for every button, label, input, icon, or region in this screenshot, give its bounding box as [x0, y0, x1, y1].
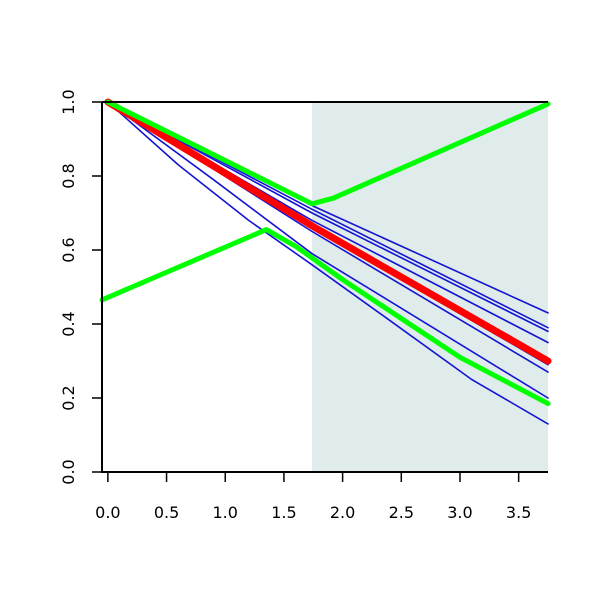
series-line-7 [107, 101, 549, 399]
x-tick-label: 0.0 [95, 503, 120, 522]
y-tick-label: 0.0 [59, 459, 78, 484]
x-tick-label: 3.5 [506, 503, 531, 522]
y-tick-label: 0.6 [59, 237, 78, 262]
x-tick-label: 1.0 [213, 503, 238, 522]
series-line-9 [104, 98, 552, 365]
x-tick-label: 3.0 [447, 503, 472, 522]
y-tick-label: 0.4 [59, 311, 78, 336]
y-axis: 0.0 0.2 0.4 0.6 0.8 1.0 [59, 89, 102, 485]
series-line-3 [107, 101, 549, 333]
series-line-8 [107, 101, 549, 425]
x-axis: 0.0 0.5 1.0 1.5 2.0 2.5 3.0 3.5 [95, 472, 531, 522]
y-tick-label: 0.8 [59, 163, 78, 188]
x-tick-label: 2.0 [330, 503, 355, 522]
series-line-11 [99, 227, 551, 407]
x-tick-label: 2.5 [389, 503, 414, 522]
x-tick-label: 1.5 [271, 503, 296, 522]
y-tick-label: 0.2 [59, 385, 78, 410]
y-tick-label: 1.0 [59, 89, 78, 114]
series-layer [99, 98, 552, 425]
x-tick-label: 0.5 [154, 503, 179, 522]
series-line-10 [105, 99, 551, 207]
